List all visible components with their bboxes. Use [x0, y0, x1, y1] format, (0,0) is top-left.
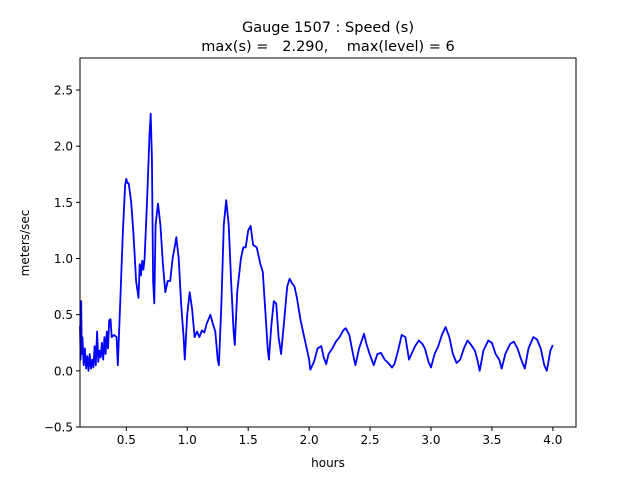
y-tick-label: 2.0: [54, 140, 73, 154]
y-tick-label: 0.0: [54, 364, 73, 378]
chart-title: Gauge 1507 : Speed (s): [242, 20, 414, 36]
y-tick-label: −0.5: [44, 421, 73, 435]
plot-frame: [79, 57, 577, 428]
x-tick-label: 3.5: [482, 433, 501, 447]
y-tick-label: 0.5: [54, 308, 73, 322]
y-tick-label: 2.5: [54, 84, 73, 98]
x-tick-label: 4.0: [543, 433, 562, 447]
chart-subtitle: max(s) = 2.290, max(level) = 6: [201, 39, 455, 55]
y-axis-label: meters/sec: [18, 210, 32, 277]
x-tick-label: 1.5: [239, 433, 258, 447]
y-tick-label: 1.5: [54, 196, 73, 210]
x-tick-label: 1.0: [178, 433, 197, 447]
x-tick-label: 3.0: [421, 433, 440, 447]
x-tick-label: 2.5: [360, 433, 379, 447]
x-tick-label: 2.0: [300, 433, 319, 447]
speed-series-line: [79, 112, 554, 372]
x-tick-label: 0.5: [117, 433, 136, 447]
x-axis-label: hours: [311, 456, 345, 470]
y-tick-label: 1.0: [54, 252, 73, 266]
